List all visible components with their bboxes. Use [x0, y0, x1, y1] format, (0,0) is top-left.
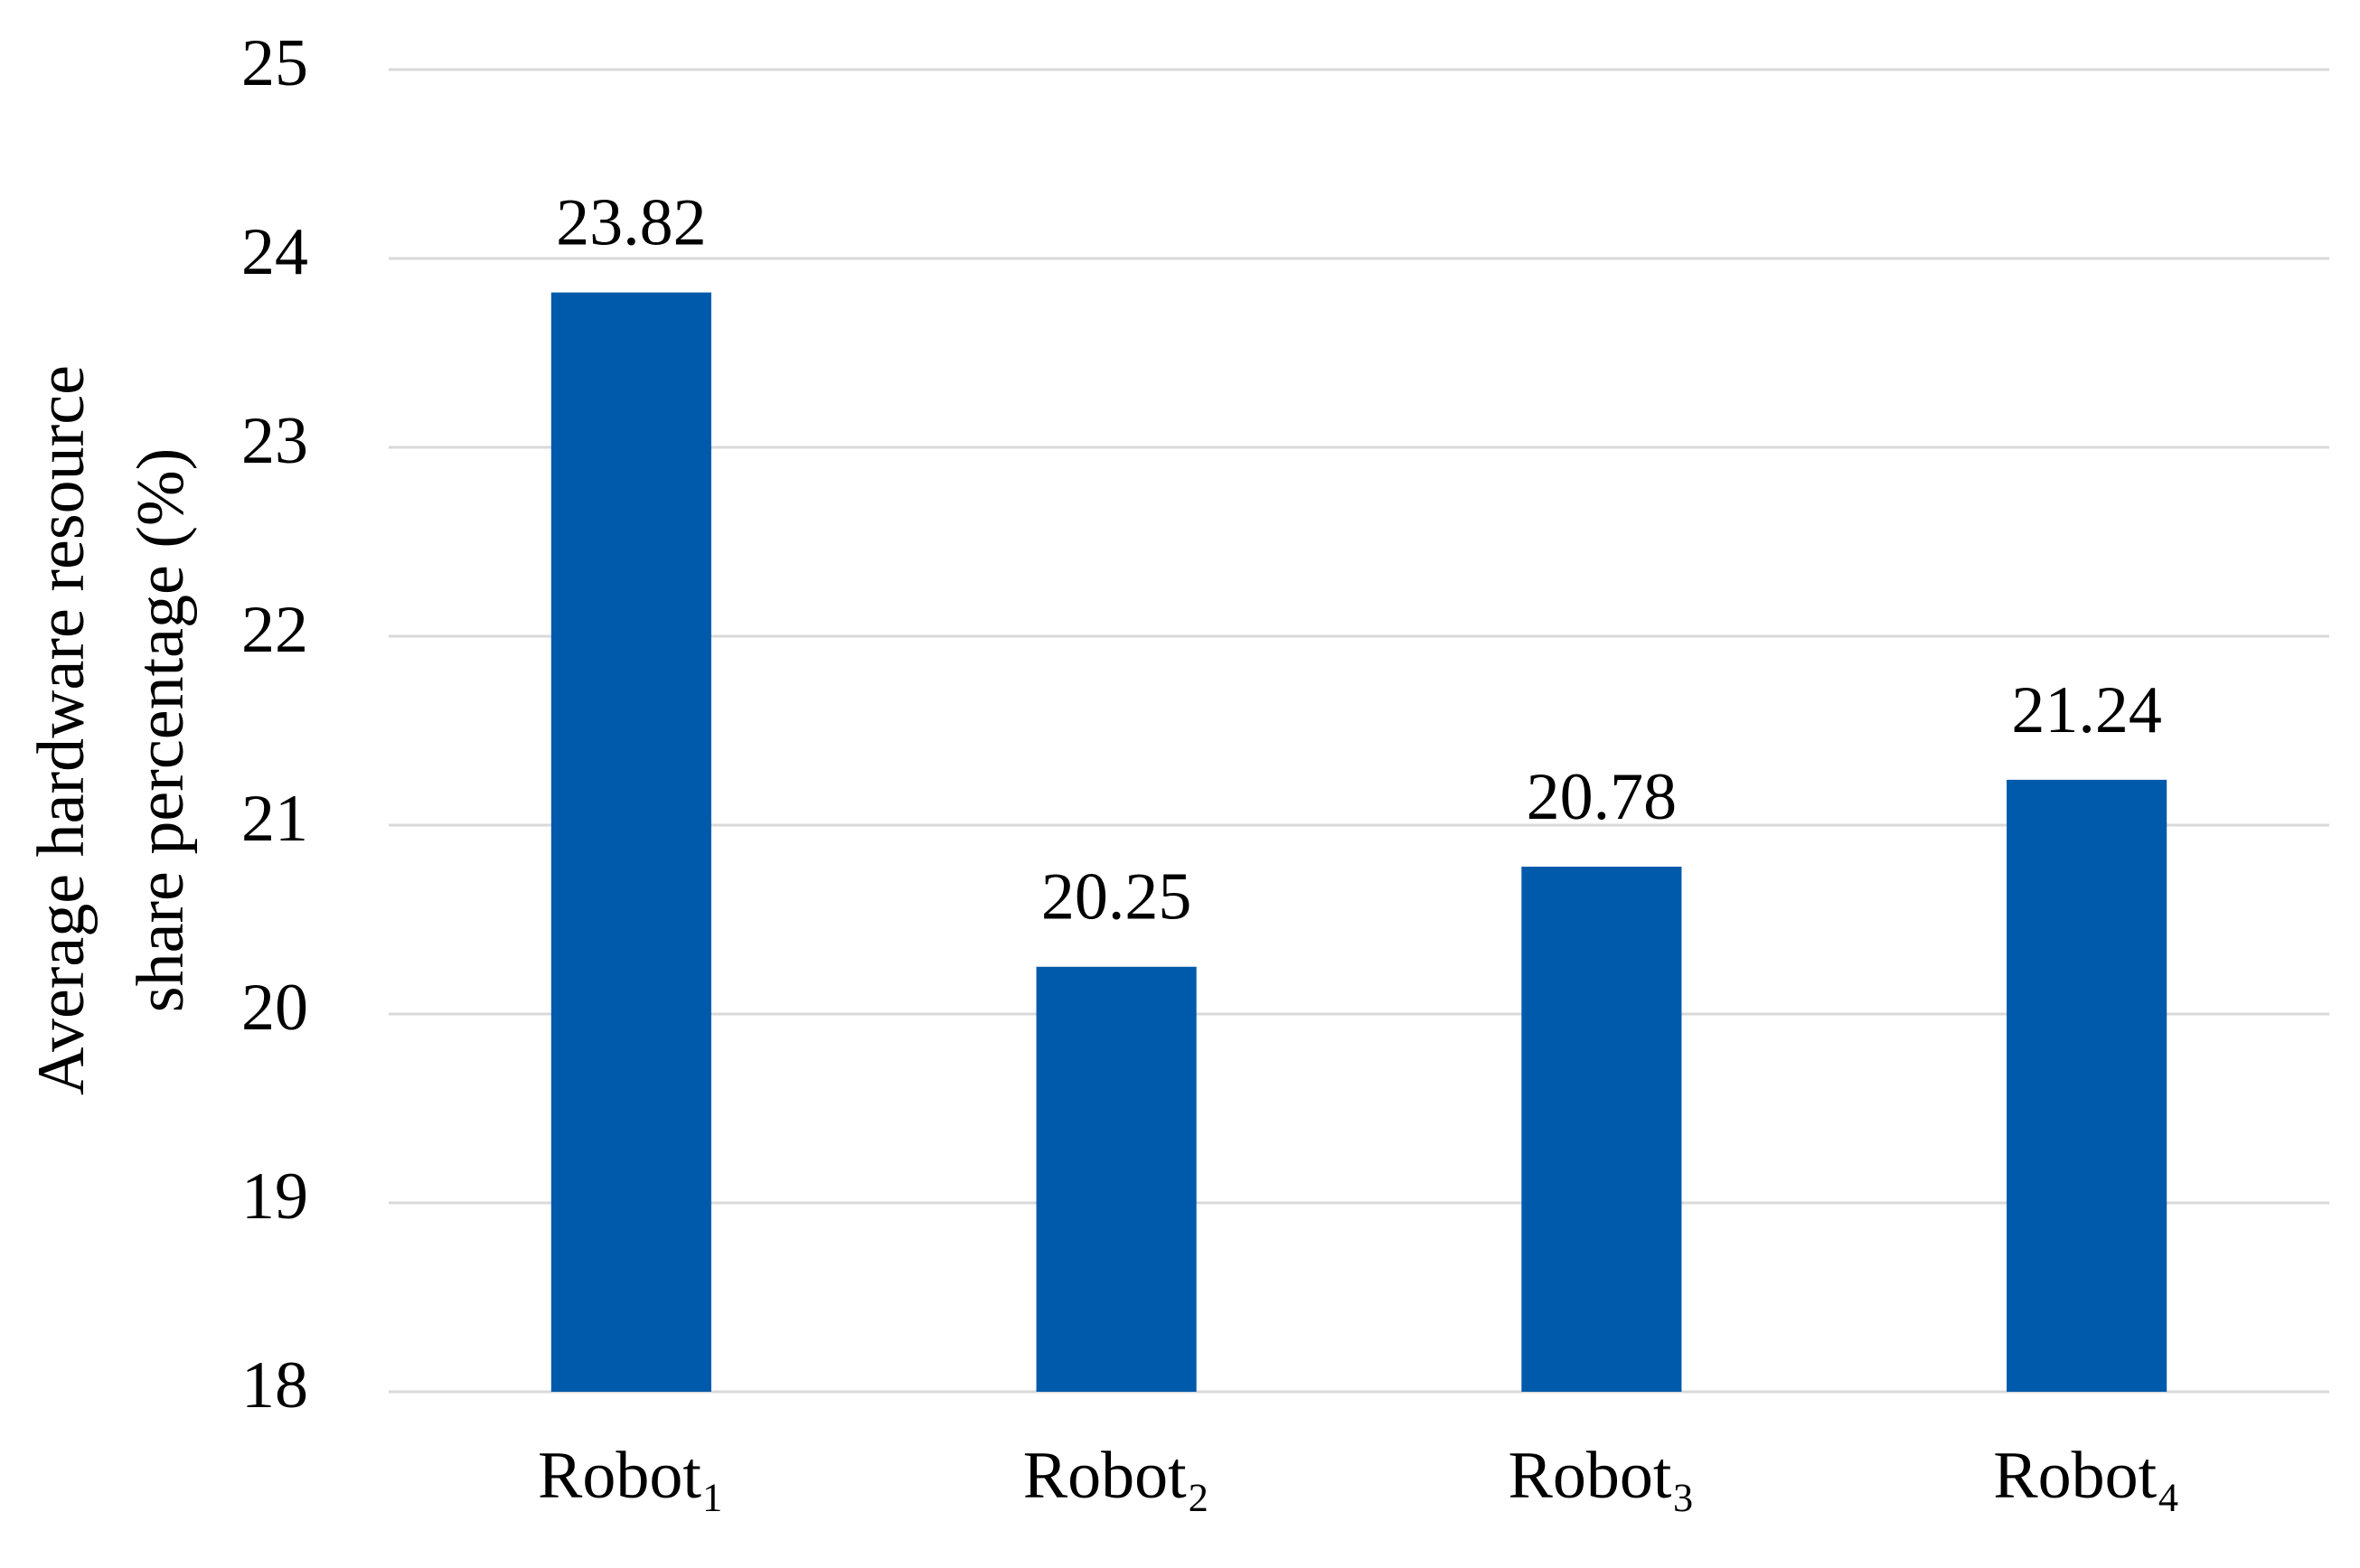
bar	[550, 292, 711, 1392]
x-tick-label: Robot₄	[1993, 1439, 2180, 1513]
bar	[1036, 966, 1197, 1392]
y-tick-label: 20	[241, 971, 308, 1045]
y-tick-label: 22	[241, 593, 308, 667]
y-axis-label: share percentage (%)	[124, 448, 198, 1012]
data-label: 23.82	[556, 186, 707, 260]
y-tick-label: 23	[241, 404, 308, 478]
y-tick-label: 25	[241, 26, 308, 100]
y-tick-label: 18	[241, 1348, 308, 1422]
bar	[2007, 779, 2167, 1392]
x-tick-label: Robot₂	[1023, 1439, 1210, 1513]
data-label: 21.24	[2011, 673, 2162, 747]
y-tick-label: 24	[241, 215, 308, 289]
x-tick-label: Robot₃	[1509, 1439, 1696, 1513]
bar	[1521, 866, 1682, 1392]
y-tick-label: 21	[241, 782, 308, 856]
data-label: 20.25	[1041, 860, 1192, 934]
data-label: 20.78	[1527, 760, 1678, 834]
y-tick-label: 19	[241, 1160, 308, 1234]
y-axis-label: Average hardware resource	[24, 365, 99, 1095]
x-tick-label: Robot₁	[538, 1439, 725, 1513]
